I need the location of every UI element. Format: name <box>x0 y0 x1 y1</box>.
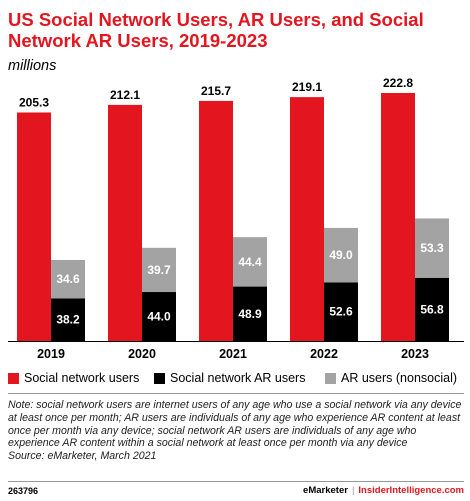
x-tick-label: 2019 <box>37 347 65 361</box>
site-link[interactable]: InsiderIntelligence.com <box>358 485 464 496</box>
legend-swatch-red <box>8 372 19 384</box>
bar-value-label: 215.7 <box>201 84 231 98</box>
x-tick-label: 2021 <box>219 347 247 361</box>
legend-swatch-black <box>154 372 165 384</box>
x-tick-label: 2022 <box>310 347 338 361</box>
legend-item-social-network-ar-users: Social network AR users <box>154 371 305 385</box>
bar-social-network-ar-users <box>51 298 85 341</box>
bar-value-label: 222.8 <box>383 76 413 90</box>
bar-social-network-users <box>381 93 415 341</box>
legend-label: Social network users <box>24 371 140 385</box>
bar-social-network-ar-users <box>142 292 176 341</box>
bar-ar-users-nonsocial <box>51 259 85 299</box>
bar-social-network-ar-users <box>324 282 358 341</box>
legend-item-ar-users-nonsocial: AR users (nonsocial) <box>325 371 457 385</box>
bar-value-label: 34.6 <box>56 272 80 286</box>
bar-social-network-users <box>17 112 51 341</box>
bar-chart: 205.3 38.2 34.6 2019 212.1 44.0 39.7 2020 215.7 4… <box>8 76 464 361</box>
bar-ar-users-nonsocial <box>233 237 267 287</box>
bar-value-label: 38.2 <box>56 313 80 327</box>
chart-legend: Social network users Social network AR u… <box>8 371 470 387</box>
divider <box>8 481 464 482</box>
bar-social-network-ar-users <box>233 286 267 341</box>
bar-value-label: 52.6 <box>329 305 353 319</box>
bar-value-label: 39.7 <box>147 263 171 277</box>
bar-social-network-ar-users <box>415 277 449 341</box>
bar-ar-users-nonsocial <box>415 218 449 278</box>
legend-item-social-network-users: Social network users <box>8 371 139 385</box>
bar-value-label: 44.4 <box>238 255 262 269</box>
brand-separator: | <box>351 485 355 496</box>
footer-brand: eMarketer | InsiderIntelligence.com <box>303 485 464 496</box>
legend-label: Social network AR users <box>170 371 306 385</box>
bar-ar-users-nonsocial <box>324 227 358 283</box>
legend-swatch-gray <box>325 372 336 384</box>
bar-value-label: 212.1 <box>110 88 140 102</box>
chart-id: 263796 <box>8 486 39 496</box>
x-tick-label: 2020 <box>128 347 156 361</box>
bar-social-network-users <box>290 97 324 341</box>
chart-subtitle: millions <box>8 58 57 74</box>
bar-social-network-users <box>199 100 233 342</box>
bar-ar-users-nonsocial <box>142 247 176 293</box>
bar-value-label: 49.0 <box>329 248 353 262</box>
bar-value-label: 48.9 <box>238 307 262 321</box>
bar-value-label: 56.8 <box>420 302 444 316</box>
footnote: Note: social network users are internet … <box>8 399 466 463</box>
chart-title: US Social Network Users, AR Users, and S… <box>8 9 424 51</box>
divider <box>8 393 464 394</box>
bar-value-label: 205.3 <box>19 95 49 109</box>
source-text: Source: eMarketer, March 2021 <box>8 450 157 463</box>
legend-label: AR users (nonsocial) <box>341 371 458 385</box>
note-text: Note: social network users are internet … <box>8 399 462 450</box>
bar-social-network-users <box>108 104 142 341</box>
brand-name: eMarketer <box>303 485 348 496</box>
bar-value-label: 219.1 <box>292 80 322 94</box>
bar-value-label: 53.3 <box>420 241 444 255</box>
bar-value-label: 44.0 <box>147 310 171 324</box>
x-tick-label: 2023 <box>401 347 429 361</box>
